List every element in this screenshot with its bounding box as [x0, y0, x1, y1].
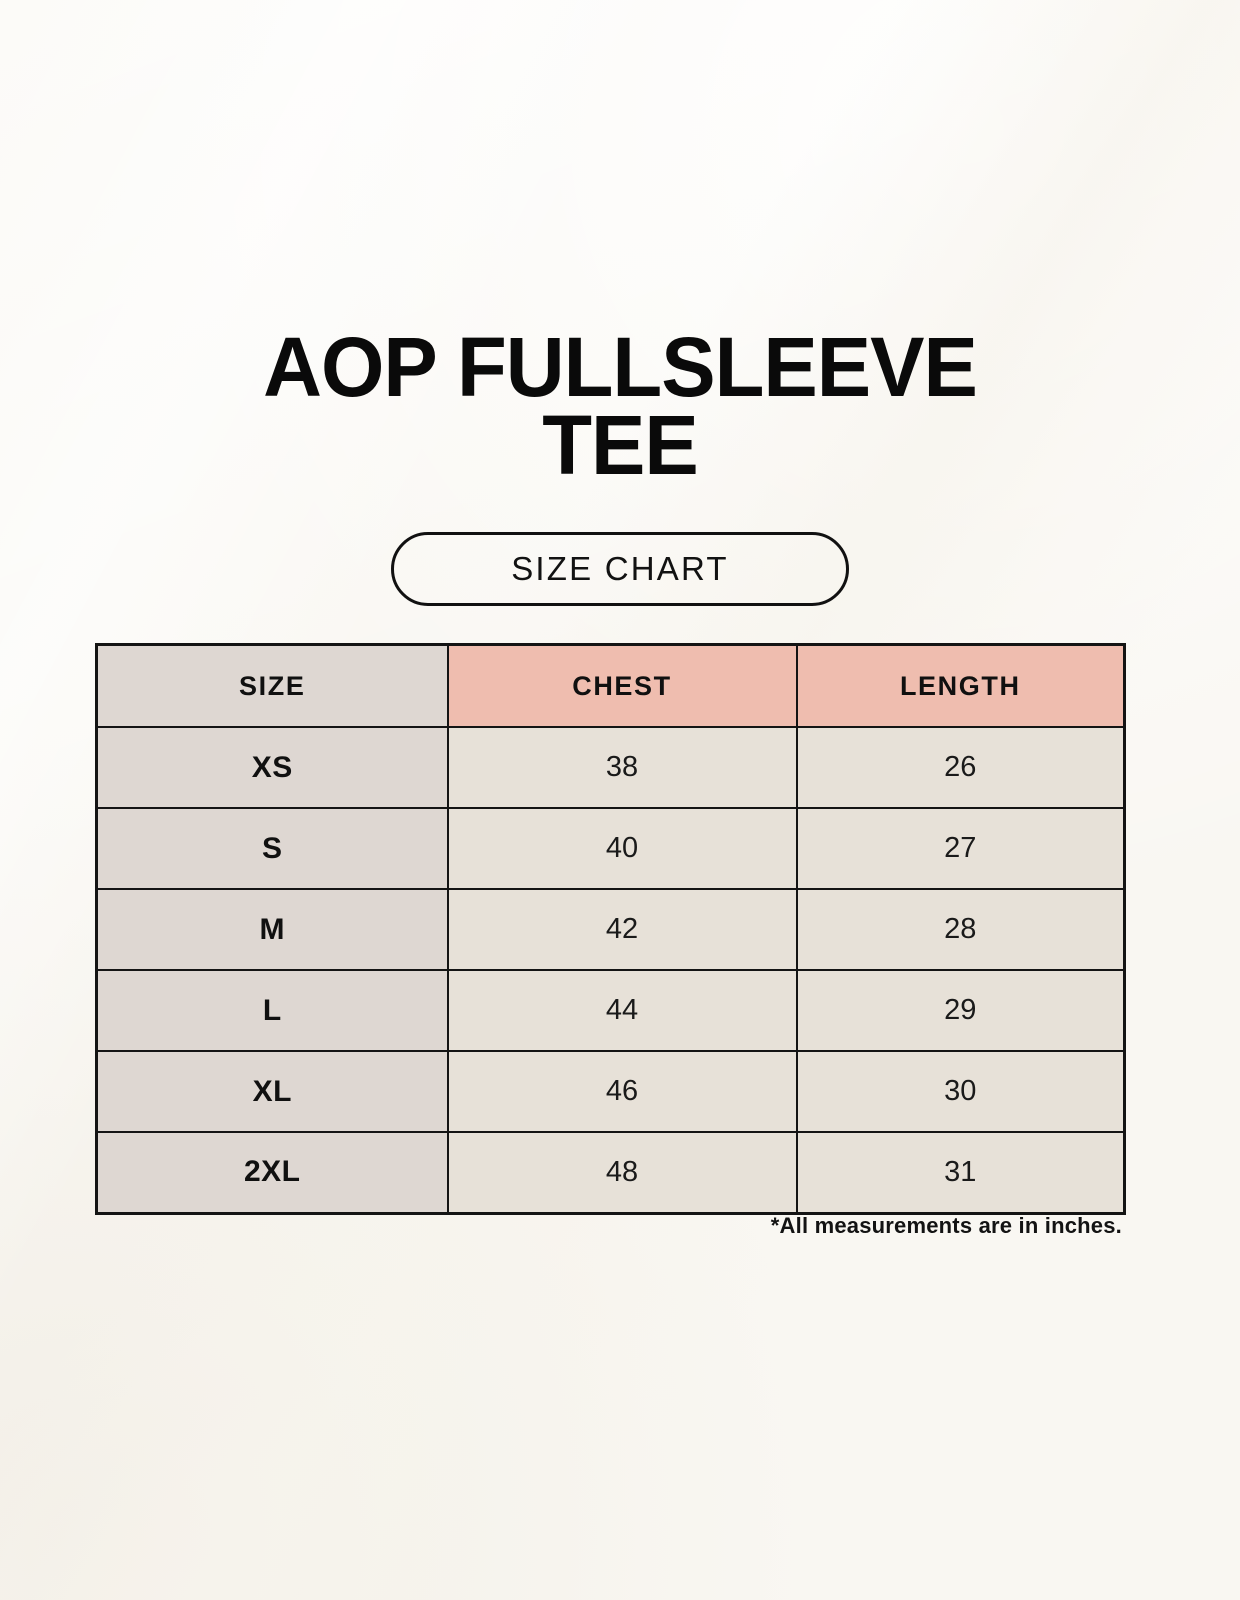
table-header-row: SIZE CHEST LENGTH — [95, 643, 1126, 728]
page-title-line-2: TEE — [542, 398, 699, 493]
cell-size: 2XL — [95, 1131, 449, 1214]
table-row: XL 46 30 — [95, 1050, 1126, 1133]
column-header-chest: CHEST — [446, 643, 798, 728]
table-row: S 40 27 — [95, 807, 1126, 890]
cell-length: 31 — [795, 1131, 1126, 1214]
page-title-line-1: AOP FULLSLEEVE — [263, 320, 978, 414]
cell-length: 29 — [795, 969, 1126, 1052]
cell-length: 28 — [795, 888, 1126, 971]
table-row: L 44 29 — [95, 969, 1126, 1052]
cell-chest: 38 — [446, 726, 798, 809]
size-chart-badge-label: SIZE CHART — [511, 550, 729, 587]
table-row: XS 38 26 — [95, 726, 1126, 809]
cell-size: M — [95, 888, 449, 971]
page-title: AOP FULLSLEEVE TEE — [19, 325, 1222, 493]
cell-length: 30 — [795, 1050, 1126, 1133]
column-header-size: SIZE — [95, 643, 449, 728]
column-header-length: LENGTH — [795, 643, 1126, 728]
measurements-footnote: *All measurements are in inches. — [770, 1213, 1122, 1238]
cell-size: XS — [95, 726, 449, 809]
size-table-body: XS 38 26 S 40 27 M 42 28 L 44 29 — [95, 726, 1126, 1214]
size-table-head: SIZE CHEST LENGTH — [95, 643, 1126, 728]
size-chart-badge-container: SIZE CHART — [0, 532, 1240, 606]
table-row: 2XL 48 31 — [95, 1131, 1126, 1214]
cell-length: 26 — [795, 726, 1126, 809]
cell-size: S — [95, 807, 449, 890]
cell-chest: 46 — [446, 1050, 798, 1133]
cell-chest: 42 — [446, 888, 798, 971]
cell-chest: 48 — [446, 1131, 798, 1214]
cell-size: XL — [95, 1050, 449, 1133]
cell-chest: 44 — [446, 969, 798, 1052]
size-chart-badge: SIZE CHART — [391, 532, 849, 606]
size-table-container: SIZE CHEST LENGTH XS 38 26 S 40 27 M — [95, 643, 1126, 1215]
size-table: SIZE CHEST LENGTH XS 38 26 S 40 27 M — [95, 643, 1126, 1215]
cell-chest: 40 — [446, 807, 798, 890]
cell-length: 27 — [795, 807, 1126, 890]
table-row: M 42 28 — [95, 888, 1126, 971]
cell-size: L — [95, 969, 449, 1052]
